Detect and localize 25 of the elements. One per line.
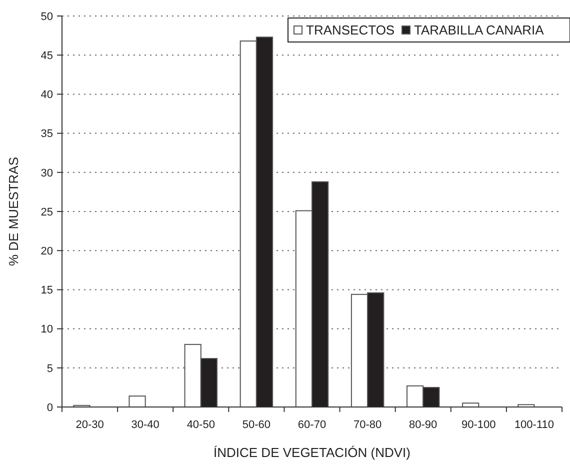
y-tick-label: 5 [46, 362, 53, 375]
x-tick-label: 50-60 [242, 419, 271, 431]
y-tick-label: 30 [40, 167, 53, 180]
x-tick-label: 60-70 [298, 419, 326, 431]
bar [128, 396, 146, 408]
x-tick-label: 20-30 [76, 419, 104, 431]
y-axis-title: % DE MUESTRAS [6, 156, 21, 266]
x-tick-label: 90-100 [462, 419, 496, 431]
x-tick-label: 40-50 [186, 419, 215, 431]
y-tick-label: 50 [40, 10, 53, 23]
x-tick-label: 30-40 [131, 419, 160, 431]
x-tick-label: 70-80 [353, 419, 382, 431]
legend-label: TRANSECTOS [306, 22, 395, 38]
y-tick-label: 15 [40, 284, 53, 297]
y-tick-label: 45 [40, 50, 53, 62]
y-tick-label: 20 [40, 245, 53, 258]
x-axis-title: ÍNDICE DE VEGETACIÓN (NDVI) [214, 445, 410, 460]
x-tick-label: 80-90 [409, 419, 438, 431]
y-tick-label: 25 [40, 206, 53, 218]
legend-label: TARABILLA CANARIA [414, 22, 544, 38]
y-tick-label: 10 [40, 324, 53, 336]
y-tick-label: 35 [40, 128, 53, 140]
y-tick-label: 40 [40, 89, 53, 102]
x-tick-label: 100-110 [514, 419, 554, 431]
y-tick-label: 0 [46, 402, 53, 414]
